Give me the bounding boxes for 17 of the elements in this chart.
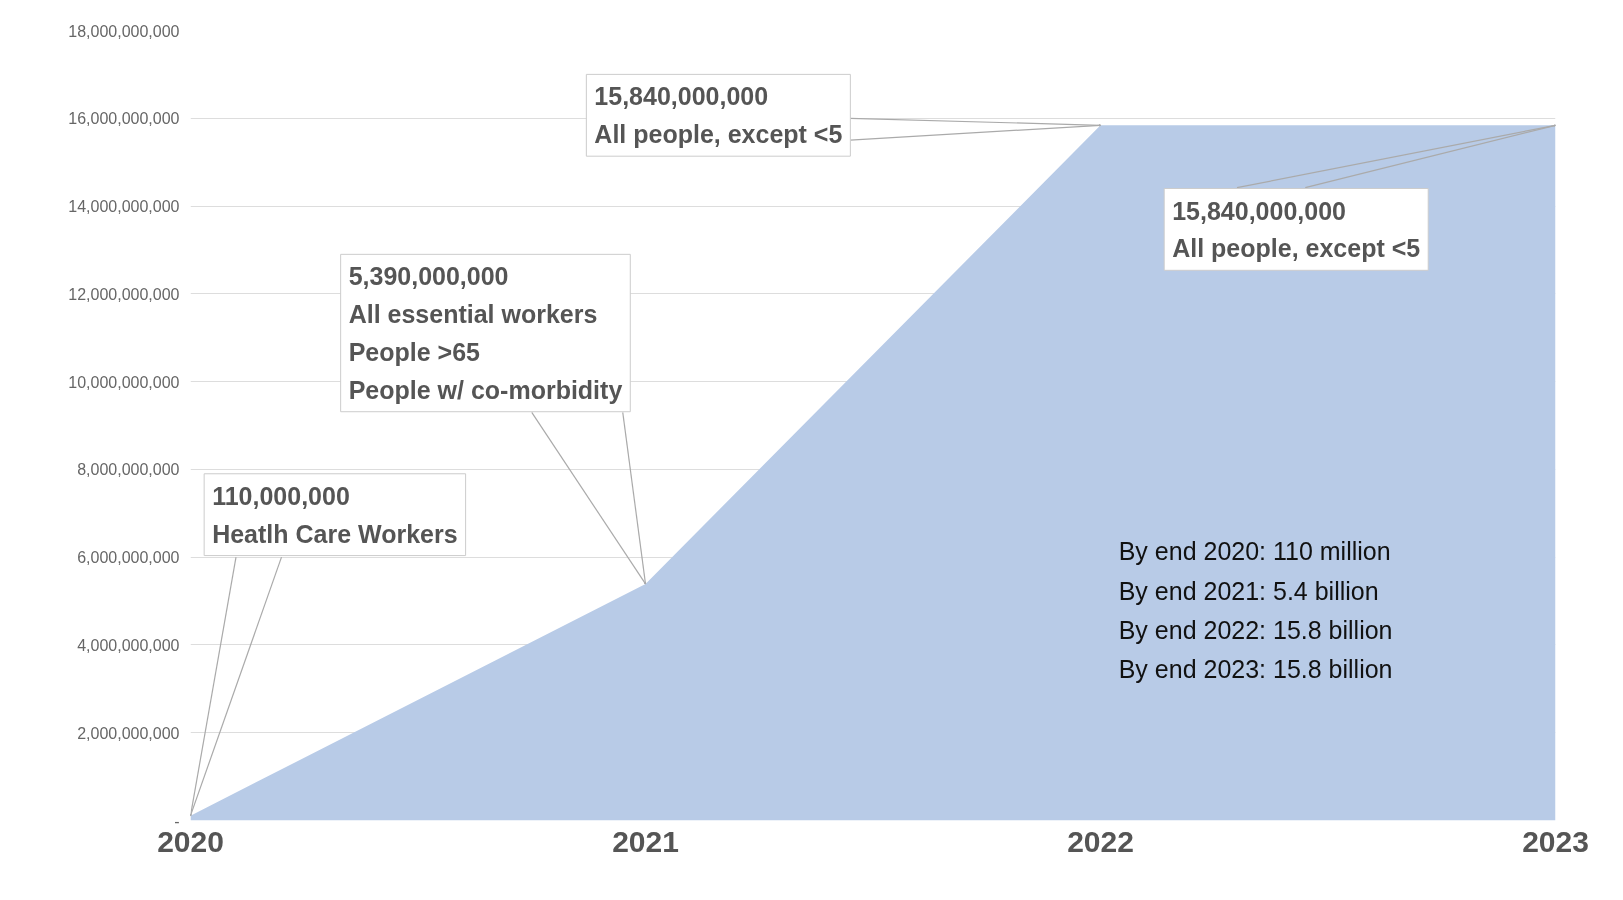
- y-tick-label: 12,000,000,000: [68, 285, 180, 303]
- annotation: 15,840,000,000 All people, except <5: [594, 82, 843, 149]
- annotation: 110,000,000 Heatlh Care Workers: [212, 481, 458, 548]
- annotation: 5,390,000,000 All essential workers People >65 People w/ co-morbidity: [348, 262, 623, 404]
- x-tick-label: 2022: [1067, 824, 1134, 858]
- x-tick-label: 2021: [612, 824, 679, 858]
- y-tick-label: 2,000,000,000: [77, 724, 180, 742]
- x-tick-label: 2023: [1522, 824, 1589, 858]
- y-tick-label: 10,000,000,000: [68, 373, 180, 391]
- y-tick-label: 6,000,000,000: [77, 549, 180, 567]
- y-tick-label: 16,000,000,000: [68, 110, 180, 128]
- y-tick-label: 4,000,000,000: [77, 636, 180, 654]
- annotation: 15,840,000,000 All people, except <5: [1172, 196, 1421, 263]
- y-tick-label: 18,000,000,000: [68, 22, 180, 40]
- annotation: By end 2020: 110 million By end 2021: 5.4 billion By end 2022: 15.8 billion By end 2023: 15.8 billion: [1118, 537, 1393, 684]
- y-tick-label: 14,000,000,000: [68, 198, 180, 216]
- y-tick-label: 8,000,000,000: [77, 461, 180, 479]
